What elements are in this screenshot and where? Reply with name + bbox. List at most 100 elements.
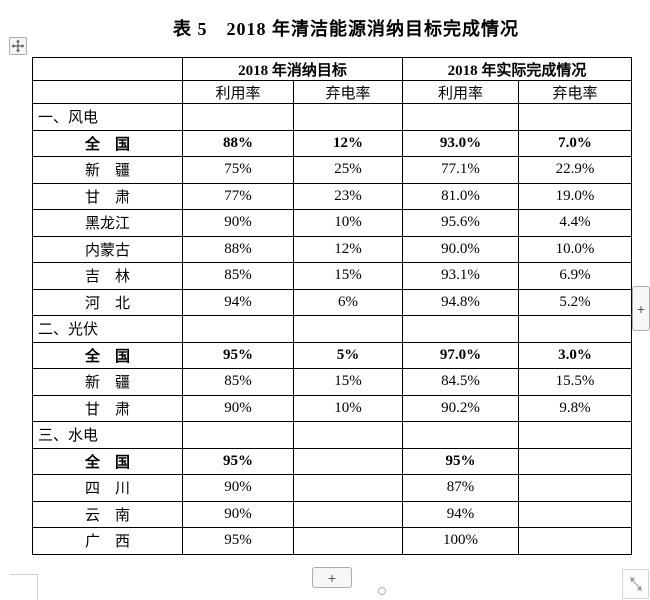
cell [518,500,633,528]
table-row: 全 国 88% 12% 93.0% 7.0% [32,129,633,157]
cell [518,474,633,502]
subheader-cell: 弃电率 [518,80,633,104]
table-move-handle[interactable] [9,37,27,55]
cell [402,315,520,343]
cell: 77% [182,182,294,210]
cell [402,421,520,449]
cell: 22.9% [518,156,633,184]
cell: 10.0% [518,235,633,263]
bottom-plus-button[interactable]: + [312,567,352,588]
cell: 5.2% [518,288,633,316]
cell: 3.0% [518,341,633,369]
cell: 93.0% [402,129,520,157]
cell: 90% [182,394,294,422]
cell: 90% [182,474,294,502]
cell: 97.0% [402,341,520,369]
row-label: 吉 林 [32,262,183,290]
cell [292,447,404,475]
cell [402,103,520,131]
cell [292,315,404,343]
cell: 90.2% [402,394,520,422]
row-label: 新 疆 [32,368,183,396]
section-label: 一、风电 [32,103,183,131]
cell: 7.0% [518,129,633,157]
margin-corner-mark [10,574,38,575]
cell: 85% [182,262,294,290]
cell: 87% [402,474,520,502]
cell [182,103,294,131]
cell: 6% [292,288,404,316]
cell: 15% [292,368,404,396]
dot-marker [378,587,386,595]
cell: 10% [292,209,404,237]
cell: 95% [182,447,294,475]
row-label: 全 国 [32,341,183,369]
cell [518,447,633,475]
section-row: 一、风电 [32,103,633,131]
cell: 100% [402,527,520,555]
cell: 93.1% [402,262,520,290]
cell: 5% [292,341,404,369]
table-header-row: 2018 年消纳目标 2018 年实际完成情况 [32,57,633,81]
table-row: 甘 肃 90% 10% 90.2% 9.8% [32,394,633,422]
cell: 4.4% [518,209,633,237]
resize-diagonal-icon [627,574,645,594]
row-label: 新 疆 [32,156,183,184]
blank-cell [32,57,183,81]
table-row: 新 疆 75% 25% 77.1% 22.9% [32,156,633,184]
cell: 95.6% [402,209,520,237]
cell: 84.5% [402,368,520,396]
cell: 25% [292,156,404,184]
row-label: 广 西 [32,527,183,555]
subheader-cell: 利用率 [402,80,520,104]
move-icon [11,39,25,53]
cell [292,474,404,502]
cell: 95% [402,447,520,475]
table-row: 云 南 90% 94% [32,500,633,528]
cell: 12% [292,235,404,263]
margin-corner-mark [37,574,38,600]
right-plus-button[interactable]: + [632,286,650,331]
cell: 77.1% [402,156,520,184]
column-group-target: 2018 年消纳目标 [181,57,404,81]
table-resize-handle[interactable] [622,569,649,599]
cell: 9.8% [518,394,633,422]
blank-cell [32,80,183,104]
cell: 15% [292,262,404,290]
cell [292,500,404,528]
plus-icon: + [636,300,646,317]
table-row: 全 国 95% 5% 97.0% 3.0% [32,341,633,369]
row-label: 全 国 [32,447,183,475]
cell [182,421,294,449]
row-label: 内蒙古 [32,235,183,263]
cell: 10% [292,394,404,422]
cell [292,527,404,555]
cell [292,421,404,449]
cell: 90% [182,500,294,528]
section-label: 三、水电 [32,421,183,449]
cell: 88% [182,235,294,263]
section-label: 二、光伏 [32,315,183,343]
completion-table: 2018 年消纳目标 2018 年实际完成情况 利用率 弃电率 利用率 弃电率 … [32,57,633,555]
subheader-cell: 利用率 [182,80,294,104]
table-subheader-row: 利用率 弃电率 利用率 弃电率 [32,80,633,104]
cell: 85% [182,368,294,396]
cell: 90.0% [402,235,520,263]
cell: 6.9% [518,262,633,290]
cell [518,103,633,131]
column-group-actual: 2018 年实际完成情况 [402,57,633,81]
row-label: 黑龙江 [32,209,183,237]
cell: 81.0% [402,182,520,210]
table-row: 黑龙江 90% 10% 95.6% 4.4% [32,209,633,237]
cell: 75% [182,156,294,184]
cell: 94% [182,288,294,316]
cell [182,315,294,343]
section-row: 二、光伏 [32,315,633,343]
table-row: 新 疆 85% 15% 84.5% 15.5% [32,368,633,396]
row-label: 甘 肃 [32,182,183,210]
table-row: 四 川 90% 87% [32,474,633,502]
cell [292,103,404,131]
cell: 95% [182,341,294,369]
cell: 95% [182,527,294,555]
table-row: 全 国 95% 95% [32,447,633,475]
